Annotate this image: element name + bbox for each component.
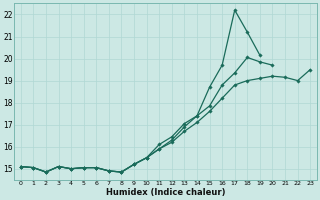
X-axis label: Humidex (Indice chaleur): Humidex (Indice chaleur) [106,188,225,197]
